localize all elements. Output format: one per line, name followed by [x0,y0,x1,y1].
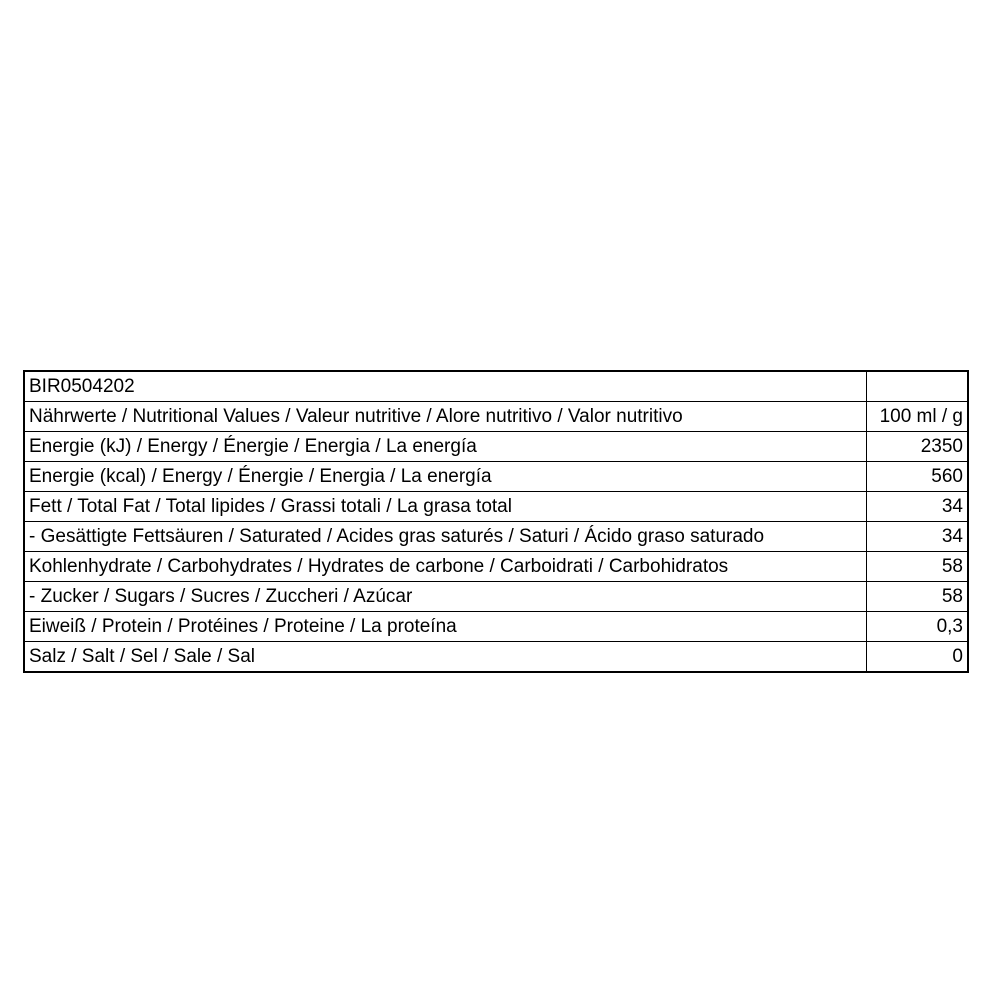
table-row: - Zucker / Sugars / Sucres / Zuccheri / … [23,581,969,612]
row-value: 0,3 [865,611,969,642]
nutrition-table: BIR0504202 Nährwerte / Nutritional Values… [23,370,969,673]
row-label: Energie (kcal) / Energy / Énergie / Ener… [23,461,867,492]
row-value: 34 [865,521,969,552]
row-label: - Zucker / Sugars / Sucres / Zuccheri / … [23,581,867,612]
row-label: Eiweiß / Protein / Protéines / Proteine … [23,611,867,642]
row-value: 58 [865,581,969,612]
row-value: 58 [865,551,969,582]
row-value: 2350 [865,431,969,462]
row-label: Fett / Total Fat / Total lipides / Grass… [23,491,867,522]
table-row: Energie (kcal) / Energy / Énergie / Ener… [23,461,969,492]
table-row: Kohlenhydrate / Carbohydrates / Hydrates… [23,551,969,582]
row-value [865,370,969,402]
row-label: Nährwerte / Nutritional Values / Valeur … [23,401,867,432]
row-label: - Gesättigte Fettsäuren / Saturated / Ac… [23,521,867,552]
row-value: 560 [865,461,969,492]
table-row: - Gesättigte Fettsäuren / Saturated / Ac… [23,521,969,552]
table-row: Salz / Salt / Sel / Sale / Sal 0 [23,641,969,673]
row-value: 34 [865,491,969,522]
table-row: BIR0504202 [23,370,969,402]
row-value: 100 ml / g [865,401,969,432]
row-value: 0 [865,641,969,673]
row-label: Energie (kJ) / Energy / Énergie / Energi… [23,431,867,462]
table-row: Energie (kJ) / Energy / Énergie / Energi… [23,431,969,462]
table-row: Fett / Total Fat / Total lipides / Grass… [23,491,969,522]
row-label: Salz / Salt / Sel / Sale / Sal [23,641,867,673]
row-label: Kohlenhydrate / Carbohydrates / Hydrates… [23,551,867,582]
row-label: BIR0504202 [23,370,867,402]
table-row: Nährwerte / Nutritional Values / Valeur … [23,401,969,432]
table-row: Eiweiß / Protein / Protéines / Proteine … [23,611,969,642]
